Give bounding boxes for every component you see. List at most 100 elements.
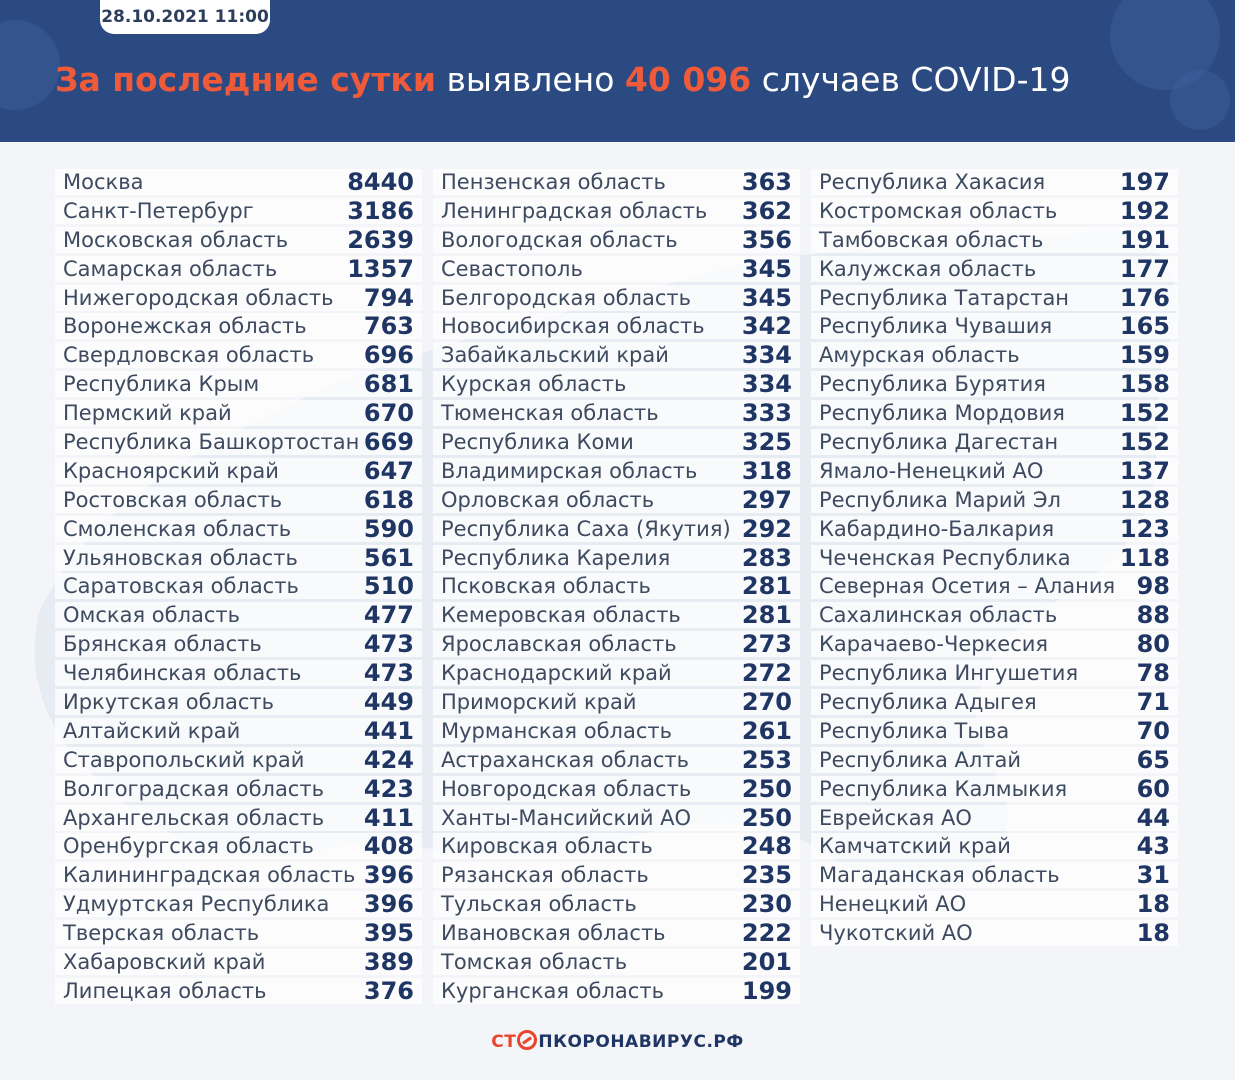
table-row: Самарская область 1357	[55, 255, 422, 283]
case-count: 88	[1136, 601, 1170, 630]
case-count: 261	[741, 716, 792, 745]
region-name: Тамбовская область	[819, 227, 1044, 252]
case-count: 70	[1136, 716, 1170, 745]
region-name: Ханты-Мансийский АО	[441, 805, 692, 830]
case-count: 8440	[347, 168, 414, 196]
case-count: 334	[741, 341, 792, 370]
region-name: Москва	[63, 170, 144, 194]
table-row: Забайкальский край 334	[433, 341, 800, 370]
region-name: Республика Тыва	[819, 718, 1010, 743]
region-name: Республика Чувашия	[819, 314, 1053, 339]
table-row: Удмуртская Республика 396	[55, 890, 422, 919]
region-name: Псковская область	[441, 574, 651, 599]
table-row: Новгородская область 250	[433, 775, 800, 803]
case-count: 423	[363, 774, 414, 803]
case-count: 253	[741, 745, 792, 774]
case-count: 696	[363, 341, 414, 370]
case-count: 118	[1119, 543, 1170, 572]
table-row: Чеченская Республика 118	[811, 543, 1178, 572]
region-name: Костромская область	[819, 198, 1058, 223]
case-count: 333	[741, 399, 792, 428]
case-count: 273	[741, 630, 792, 659]
region-name: Самарская область	[63, 256, 278, 281]
region-name: Республика Алтай	[819, 747, 1022, 772]
table-row: Алтайский край 441	[55, 717, 422, 745]
case-count: 176	[1119, 283, 1170, 312]
table-row: Пермский край 670	[55, 399, 422, 427]
region-name: Томская область	[441, 950, 628, 975]
region-name: Севастополь	[441, 256, 583, 281]
case-count: 561	[363, 543, 414, 572]
table-row: Владимирская область 318	[433, 456, 800, 485]
case-count: 18	[1136, 919, 1170, 948]
case-count: 356	[741, 225, 792, 254]
table-row: Архангельская область 411	[55, 804, 422, 832]
table-row: Республика Алтай 65	[811, 745, 1178, 774]
table-row: Рязанская область 235	[433, 861, 800, 889]
case-count: 362	[741, 196, 792, 225]
table-row: Омская область 477	[55, 601, 422, 629]
table-row: Челябинская область 473	[55, 659, 422, 687]
table-row: Тамбовская область 191	[811, 226, 1178, 254]
table-row: Республика Дагестан 152	[811, 428, 1178, 456]
case-count: 80	[1136, 630, 1170, 659]
region-name: Курская область	[441, 372, 627, 397]
case-count: 363	[741, 168, 792, 196]
table-row: Санкт-Петербург 3186	[55, 197, 422, 225]
table-row: Псковская область 281	[433, 572, 800, 600]
region-name: Вологодская область	[441, 227, 678, 252]
region-name: Омская область	[63, 603, 241, 628]
region-name: Еврейская АО	[819, 805, 972, 830]
region-name: Владимирская область	[441, 458, 698, 483]
case-count: 473	[363, 630, 414, 659]
region-name: Астраханская область	[441, 747, 690, 772]
region-name: Ленинградская область	[441, 198, 708, 223]
headline-count: 40 096	[624, 60, 752, 99]
table-row: Томская область 201	[433, 948, 800, 976]
case-count: 389	[363, 948, 414, 977]
table-row: Кабардино-Балкария 123	[811, 515, 1178, 543]
case-count: 31	[1136, 861, 1170, 890]
case-count: 199	[741, 976, 792, 1005]
table-row: Севастополь 345	[433, 255, 800, 283]
case-count: 137	[1119, 456, 1170, 485]
region-name: Чукотский АО	[819, 921, 973, 946]
table-row: Карачаево-Черкесия 80	[811, 630, 1178, 659]
case-count: 230	[741, 890, 792, 919]
case-count: 396	[363, 890, 414, 919]
table-row: Краснодарский край 272	[433, 659, 800, 687]
report-date: 28.10.2021 11:00	[100, 0, 270, 34]
case-count: 318	[741, 456, 792, 485]
table-row: Республика Саха (Якутия) 292	[433, 515, 800, 543]
case-count: 65	[1136, 745, 1170, 774]
table-row: Курганская область 199	[433, 976, 800, 1005]
region-name: Мурманская область	[441, 718, 672, 743]
region-name: Пензенская область	[441, 170, 666, 194]
table-row: Костромская область 192	[811, 197, 1178, 225]
headline-lead: За последние сутки	[55, 60, 436, 99]
region-name: Калужская область	[819, 256, 1037, 281]
regions-column-2: Пензенская область 363 Ленинградская облас…	[433, 168, 800, 1007]
regions-column-1: Москва 8440 Санкт-Петербург 3186 Московская …	[55, 168, 422, 1007]
region-name: Республика Карелия	[441, 545, 671, 570]
region-name: Республика Марий Эл	[819, 487, 1061, 512]
region-name: Северная Осетия – Алания	[819, 574, 1116, 599]
table-row: Воронежская область 763	[55, 312, 422, 340]
table-row: Камчатский край 43	[811, 832, 1178, 860]
table-row: Нижегородская область 794	[55, 284, 422, 312]
region-name: Республика Башкортостан	[63, 430, 360, 455]
region-name: Новгородская область	[441, 776, 692, 801]
case-count: 158	[1119, 370, 1170, 399]
region-name: Республика Бурятия	[819, 372, 1046, 397]
case-count: 408	[363, 832, 414, 861]
table-row: Ростовская область 618	[55, 486, 422, 514]
region-name: Магаданская область	[819, 863, 1060, 888]
region-name: Волгоградская область	[63, 776, 324, 801]
case-count: 669	[363, 428, 414, 457]
table-row: Новосибирская область 342	[433, 312, 800, 340]
table-row: Ивановская область 222	[433, 919, 800, 947]
region-name: Липецкая область	[63, 978, 267, 1003]
region-name: Республика Татарстан	[819, 285, 1070, 310]
region-name: Саратовская область	[63, 574, 299, 599]
region-name: Брянская область	[63, 632, 262, 657]
